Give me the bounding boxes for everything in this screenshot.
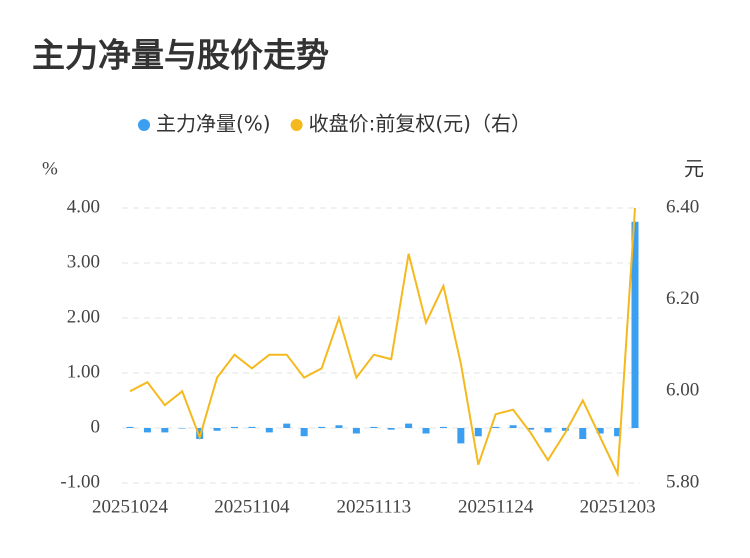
bar xyxy=(527,428,535,430)
bar xyxy=(178,428,186,429)
x-tick-label: 20251124 xyxy=(458,496,534,517)
y-tick-label: 3.00 xyxy=(67,251,100,272)
bar xyxy=(614,428,622,437)
bar xyxy=(248,426,256,428)
bar xyxy=(439,426,447,428)
y-tick-label: 4.00 xyxy=(67,196,100,217)
y2-tick-label: 5.80 xyxy=(666,471,699,492)
y-tick-label: -1.00 xyxy=(60,471,100,492)
x-tick-label: 20251024 xyxy=(92,496,169,517)
bar xyxy=(561,428,569,431)
y-tick-label: 2.00 xyxy=(67,306,100,327)
bar xyxy=(196,428,204,439)
legend-marker xyxy=(290,119,303,131)
bar xyxy=(161,428,169,433)
chart-title: 主力净量与股价走势 xyxy=(32,36,329,75)
bar xyxy=(352,428,360,434)
x-tick-label: 20251113 xyxy=(336,496,411,517)
bar xyxy=(283,423,291,428)
bar xyxy=(318,426,326,428)
bar xyxy=(457,428,465,444)
bar xyxy=(265,428,273,433)
y2-tick-label: 6.00 xyxy=(666,380,699,401)
bar xyxy=(213,428,221,431)
bar xyxy=(370,426,378,428)
legend-marker xyxy=(138,119,150,131)
bar xyxy=(422,428,430,434)
bar xyxy=(492,426,500,428)
bar xyxy=(300,428,308,437)
bar xyxy=(579,428,587,439)
bar xyxy=(143,428,151,433)
y2-tick-label: 6.20 xyxy=(666,288,699,309)
bar xyxy=(474,428,482,437)
bar xyxy=(387,428,395,430)
y2-tick-label: 6.40 xyxy=(666,196,699,217)
bar xyxy=(544,428,552,433)
x-tick-label: 20251203 xyxy=(580,496,656,517)
bar xyxy=(509,425,517,428)
x-tick-label: 20251104 xyxy=(214,496,290,517)
y-axis-unit: % xyxy=(42,158,58,179)
bar xyxy=(405,423,413,428)
bar xyxy=(230,426,238,428)
y-tick-label: 0 xyxy=(91,416,101,437)
bar xyxy=(126,426,134,428)
y2-axis-unit: 元 xyxy=(684,157,704,181)
price-line xyxy=(129,207,636,478)
bar xyxy=(335,425,343,428)
y-tick-label: 1.00 xyxy=(67,361,100,382)
legend-label: 收盘价:前复权(元)（右） xyxy=(309,112,531,136)
bar xyxy=(631,221,639,428)
legend-label: 主力净量(%) xyxy=(156,112,271,136)
bar xyxy=(596,428,604,434)
